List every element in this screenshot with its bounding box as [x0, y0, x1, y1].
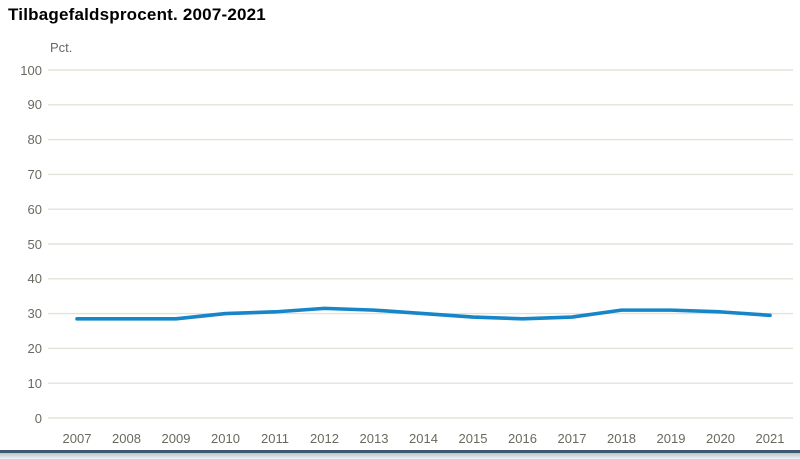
x-axis-tick-label: 2011 [261, 431, 289, 446]
x-axis-tick-label: 2018 [607, 431, 636, 446]
x-axis-tick-label: 2021 [755, 431, 785, 446]
footer-rule [0, 450, 800, 459]
y-axis-tick-label: 0 [34, 410, 42, 426]
x-axis-tick-label: 2017 [557, 431, 587, 446]
y-axis-tick-label: 40 [27, 271, 42, 287]
x-axis-tick-label: 2012 [310, 431, 339, 446]
y-axis-tick-label: 60 [27, 201, 42, 217]
y-axis-tick-label: 100 [20, 62, 42, 78]
x-axis-tick-label: 2020 [706, 431, 735, 446]
trend-line [75, 306, 772, 321]
y-axis-tick-label: 90 [27, 97, 42, 113]
y-axis-tick-label: 10 [27, 375, 42, 391]
y-axis-tick-label: 70 [27, 166, 42, 182]
x-axis-tick-label: 2019 [656, 431, 686, 446]
x-axis-tick-label: 2016 [508, 431, 537, 446]
x-axis-tick-label: 2007 [62, 431, 92, 446]
x-axis-tick-label: 2008 [112, 431, 141, 446]
x-axis-tick-label: 2015 [458, 431, 488, 446]
y-axis-tick-label: 80 [27, 132, 42, 148]
x-axis-tick-label: 2014 [409, 431, 438, 446]
y-axis-tick-label: 30 [27, 306, 42, 322]
x-axis-tick-label: 2009 [161, 431, 191, 446]
y-axis-tick-label: 20 [27, 340, 42, 356]
x-axis-tick-label: 2013 [359, 431, 389, 446]
y-axis-tick-label: 50 [27, 236, 42, 252]
x-axis-tick-label: 2010 [211, 431, 240, 446]
page-title: Tilbagefaldsprocent. 2007-2021 [8, 5, 266, 24]
y-axis-unit-label: Pct. [50, 40, 73, 55]
